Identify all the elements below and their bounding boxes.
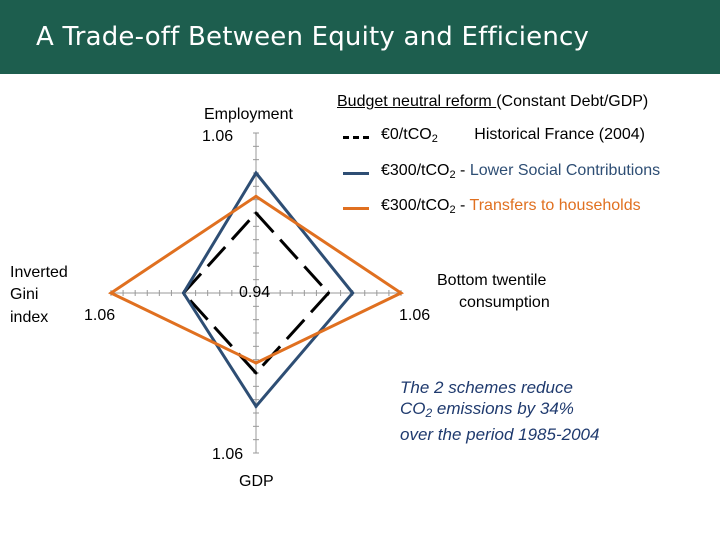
gini-label-line3: index <box>10 309 49 326</box>
legend-separator: - <box>455 197 470 214</box>
employment-max-label: 1.06 <box>202 128 234 145</box>
consumption-label-line2: consumption <box>459 294 550 311</box>
legend-sub: 2 <box>449 204 456 216</box>
legend-separator: - <box>455 162 470 179</box>
series-point-0-2 <box>254 371 258 375</box>
gini-max-label: 1.06 <box>84 307 116 324</box>
legend-note: Lower Social Contributions <box>469 162 661 179</box>
legend-note: Historical France (2004) <box>474 126 645 143</box>
note-line3: over the period 1985-2004 <box>400 425 600 444</box>
series-point-1-0 <box>254 171 258 175</box>
series-point-2-3 <box>109 291 113 295</box>
series-point-0-1 <box>327 291 330 295</box>
series-point-2-0 <box>254 194 258 198</box>
gdp-label: GDP <box>239 473 274 490</box>
center-label: 0.94 <box>239 284 271 301</box>
series-point-2-2 <box>254 361 258 365</box>
employment-label: Employment <box>204 106 293 123</box>
legend-value: €300/tCO <box>381 162 450 179</box>
consumption-label-line1: Bottom twentile <box>437 272 547 289</box>
legend-note: Transfers to households <box>469 197 641 214</box>
legend-title-underlined: Budget neutral reform <box>337 93 497 110</box>
series-point-1-2 <box>254 404 258 408</box>
legend-title-rest: (Constant Debt/GDP) <box>496 93 649 110</box>
gdp-max-label: 1.06 <box>212 446 244 463</box>
consumption-max-label: 1.06 <box>399 307 431 324</box>
legend-swatch-dashed <box>343 136 369 139</box>
legend-title: Budget neutral reform (Constant Debt/GDP… <box>337 93 648 111</box>
legend-sub: 2 <box>449 169 456 181</box>
legend-sub: 2 <box>431 133 438 145</box>
series-point-2-1 <box>399 291 403 295</box>
slide-title: A Trade-off Between Equity and Efficienc… <box>36 22 590 52</box>
title-bar: A Trade-off Between Equity and Efficienc… <box>0 0 720 74</box>
legend-value: €0/tCO <box>381 126 432 143</box>
gini-label-line2: Gini <box>10 286 39 303</box>
emissions-note: The 2 schemes reduce CO2 emissions by 34… <box>400 377 599 445</box>
note-line2b: emissions by 34% <box>432 399 574 418</box>
series-point-1-1 <box>351 291 355 295</box>
legend-swatch-orange <box>343 207 369 210</box>
note-line1: The 2 schemes reduce <box>400 378 573 397</box>
note-line2a: CO <box>400 399 426 418</box>
note-line2-sub: 2 <box>425 406 433 420</box>
series-point-1-3 <box>182 291 185 295</box>
legend-swatch-blue <box>343 172 369 175</box>
series-point-0-0 <box>254 211 258 215</box>
legend-value: €300/tCO <box>381 197 450 214</box>
gini-label-line1: Inverted <box>10 264 68 281</box>
